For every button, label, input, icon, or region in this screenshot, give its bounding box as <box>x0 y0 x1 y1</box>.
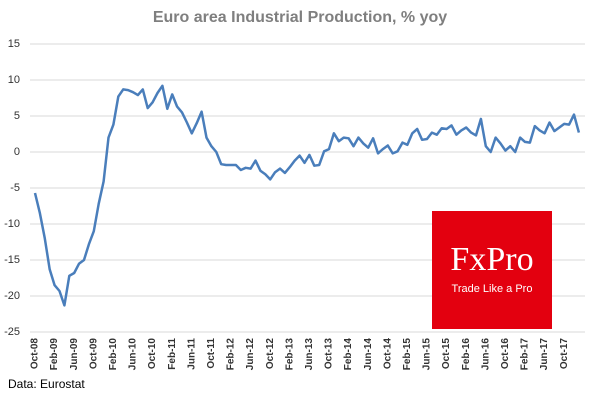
y-tick-label: 5 <box>14 110 20 122</box>
plot-area: -25 -20 -15 -10 -5 0 5 10 15 Oct-08 Feb-09 Jun-09 Oc… <box>4 38 585 370</box>
x-tick-label: Feb-11 <box>167 338 178 370</box>
y-tick-label: 10 <box>8 74 20 86</box>
x-tick-label: Jun-14 <box>363 338 374 371</box>
x-tick-label: Feb-15 <box>402 338 413 371</box>
x-tick-label: Jun-12 <box>245 338 256 371</box>
logo-box <box>432 211 552 329</box>
y-tick-label: -25 <box>4 326 20 338</box>
x-tick-label: Oct-11 <box>206 338 217 369</box>
x-tick-label: Feb-10 <box>108 338 119 371</box>
x-tick-label: Jun-13 <box>304 338 315 371</box>
x-tick-label: Oct-13 <box>324 338 335 370</box>
y-tick-label: -15 <box>4 254 20 266</box>
y-tick-label: 15 <box>8 38 20 50</box>
x-tick-label: Jun-17 <box>539 338 550 371</box>
x-tick-label: Jun-15 <box>422 338 433 371</box>
x-tick-label: Jun-16 <box>480 338 491 371</box>
x-tick-label: Oct-17 <box>559 338 570 370</box>
x-tick-label: Feb-12 <box>226 338 237 371</box>
y-tick-label: -20 <box>4 290 20 302</box>
source-note: Data: Eurostat <box>8 377 85 391</box>
x-tick-label: Feb-16 <box>461 338 472 371</box>
x-tick-label: Oct-15 <box>441 338 452 370</box>
x-tick-label: Oct-09 <box>88 338 99 370</box>
x-tick-label: Oct-08 <box>30 338 41 370</box>
chart-title: Euro area Industrial Production, % yoy <box>153 9 447 26</box>
x-tick-label: Oct-10 <box>147 338 158 370</box>
logo-subtitle: Trade Like a Pro <box>452 283 533 295</box>
x-tick-label: Feb-14 <box>343 338 354 371</box>
data-line <box>33 84 581 307</box>
x-tick-label: Feb-09 <box>49 338 60 371</box>
y-tick-label: 0 <box>14 146 20 158</box>
x-tick-label: Jun-11 <box>186 338 197 370</box>
x-tick-label: Feb-13 <box>284 338 295 371</box>
y-tick-label: -10 <box>4 218 20 230</box>
x-tick-label: Feb-17 <box>520 338 531 371</box>
x-tick-label: Jun-09 <box>69 338 80 371</box>
y-tick-label: -5 <box>10 182 20 194</box>
x-tick-label: Jun-10 <box>128 338 139 371</box>
x-tick-label: Oct-16 <box>500 338 511 370</box>
x-tick-label: Oct-14 <box>382 338 393 370</box>
logo-title: FxPro <box>450 241 533 278</box>
x-tick-label: Oct-12 <box>265 338 276 370</box>
